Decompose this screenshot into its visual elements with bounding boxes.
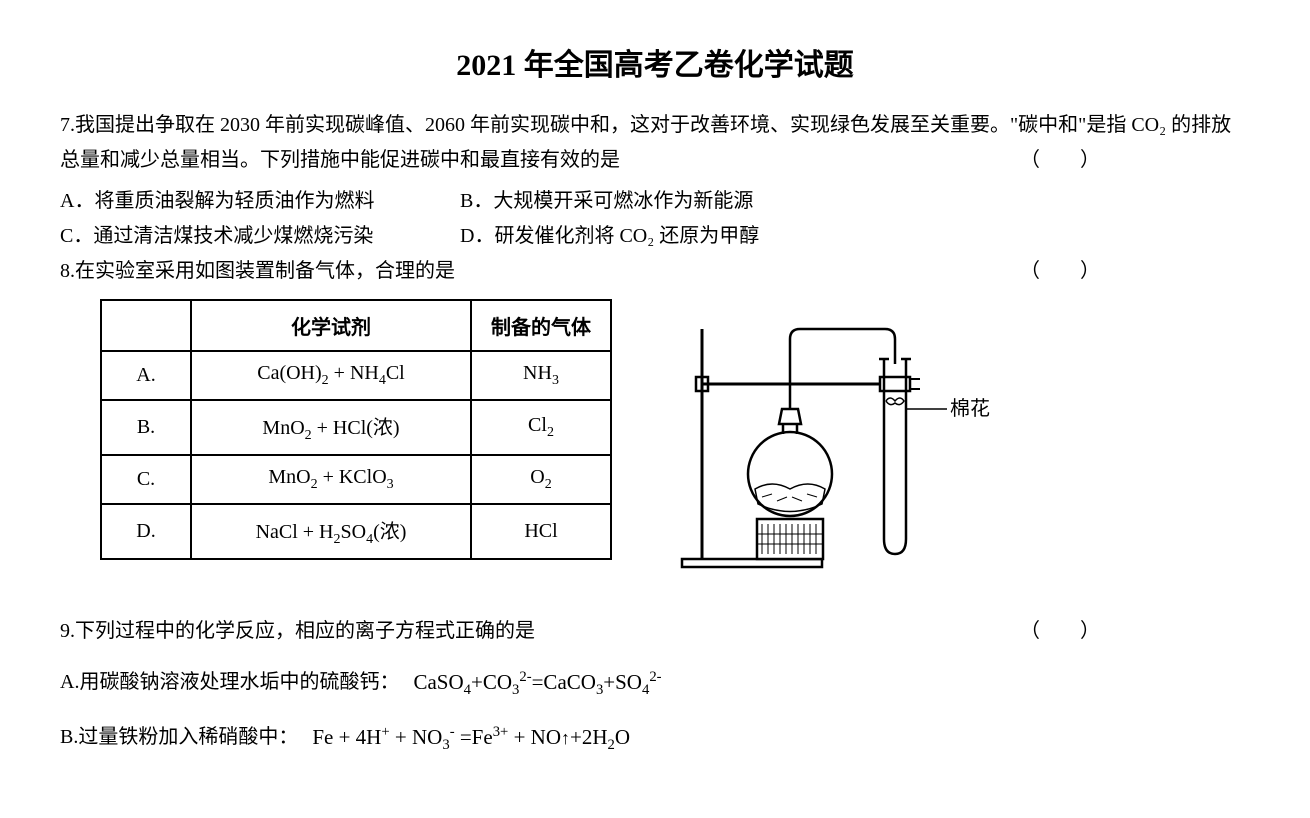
table-header-reagent: 化学试剂 (191, 300, 471, 351)
row-gas: O2 (471, 455, 611, 504)
row-label: C. (101, 455, 191, 504)
q7-option-b: B．大规模开采可燃冰作为新能源 (460, 184, 1250, 219)
q9-b-equation: Fe + 4H+ + NO3- =Fe3+ + NO↑+2H2O (312, 710, 630, 765)
row-gas: Cl2 (471, 400, 611, 455)
table-row: D. NaCl + H2SO4(浓) HCl (101, 504, 611, 559)
answer-paren: （ ） (1020, 614, 1110, 649)
answer-paren: （ ） (1020, 254, 1110, 289)
row-reagent: NaCl + H2SO4(浓) (191, 504, 471, 559)
q9-stem: 9.下列过程中的化学反应，相应的离子方程式正确的是 (60, 620, 535, 642)
cotton-label: 棉花 (950, 397, 990, 420)
table-row: B. MnO2 + HCl(浓) Cl2 (101, 400, 611, 455)
q9-option-a: A.用碳酸钠溶液处理水垢中的硫酸钙： CaSO4+CO32-=CaCO3+SO4… (60, 655, 1250, 710)
q7-option-d: D．研发催化剂将 CO₂ 还原为甲醇 (460, 219, 1250, 254)
question-7: 7.我国提出争取在 2030 年前实现碳峰值、2060 年前实现碳中和，这对于改… (60, 108, 1250, 178)
apparatus-diagram: 棉花 (672, 309, 1012, 594)
q9-b-label: B.过量铁粉加入稀硝酸中： (60, 711, 298, 763)
row-label: A. (101, 351, 191, 400)
row-label: D. (101, 504, 191, 559)
row-label: B. (101, 400, 191, 455)
question-9: 9.下列过程中的化学反应，相应的离子方程式正确的是 （ ） (60, 614, 1250, 649)
row-reagent: MnO2 + KClO3 (191, 455, 471, 504)
table-header-blank (101, 300, 191, 351)
q9-a-equation: CaSO4+CO32-=CaCO3+SO42- (413, 655, 661, 710)
q8-content: 化学试剂 制备的气体 A. Ca(OH)2 + NH4Cl NH3 B. MnO… (60, 299, 1250, 594)
answer-paren: （ ） (1020, 143, 1110, 178)
table-header-gas: 制备的气体 (471, 300, 611, 351)
table-row: C. MnO2 + KClO3 O2 (101, 455, 611, 504)
q7-options-row2: C．通过清洁煤技术减少煤燃烧污染 D．研发催化剂将 CO₂ 还原为甲醇 (60, 219, 1250, 254)
table-row: A. Ca(OH)2 + NH4Cl NH3 (101, 351, 611, 400)
q7-option-c: C．通过清洁煤技术减少煤燃烧污染 (60, 219, 460, 254)
row-gas: HCl (471, 504, 611, 559)
table-header-row: 化学试剂 制备的气体 (101, 300, 611, 351)
row-reagent: Ca(OH)2 + NH4Cl (191, 351, 471, 400)
row-reagent: MnO2 + HCl(浓) (191, 400, 471, 455)
q8-table: 化学试剂 制备的气体 A. Ca(OH)2 + NH4Cl NH3 B. MnO… (100, 299, 612, 560)
row-gas: NH3 (471, 351, 611, 400)
q8-stem: 8.在实验室采用如图装置制备气体，合理的是 (60, 260, 455, 282)
question-8: 8.在实验室采用如图装置制备气体，合理的是 （ ） (60, 254, 1250, 289)
q7-option-a: A．将重质油裂解为轻质油作为燃料 (60, 184, 460, 219)
q9-option-b: B.过量铁粉加入稀硝酸中： Fe + 4H+ + NO3- =Fe3+ + NO… (60, 710, 1250, 765)
q7-options-row1: A．将重质油裂解为轻质油作为燃料 B．大规模开采可燃冰作为新能源 (60, 184, 1250, 219)
q9-a-label: A.用碳酸钠溶液处理水垢中的硫酸钙： (60, 656, 399, 708)
exam-title: 2021 年全国高考乙卷化学试题 (60, 40, 1250, 84)
